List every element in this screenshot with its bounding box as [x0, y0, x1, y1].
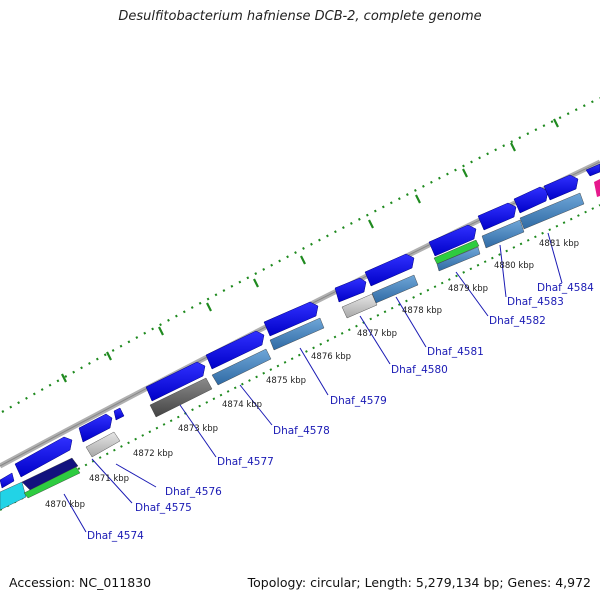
cds-light[interactable]: [341, 293, 378, 319]
cds-steel[interactable]: [519, 192, 585, 230]
outer-major-ticks: [61, 118, 559, 383]
cds-forward[interactable]: [513, 186, 549, 214]
gene-labels: Dhaf_4574 Dhaf_4575 Dhaf_4576 Dhaf_4577 …: [87, 282, 594, 542]
gene-label[interactable]: Dhaf_4582: [489, 315, 546, 327]
kbp-label: 4878 kbp: [402, 306, 442, 316]
gene-label[interactable]: Dhaf_4579: [330, 395, 387, 407]
cds-steel[interactable]: [211, 348, 272, 386]
cds-steel[interactable]: [269, 317, 325, 351]
kbp-label: 4880 kbp: [494, 261, 534, 271]
pink-feature[interactable]: [594, 179, 600, 197]
outer-tick-ring: [1, 97, 600, 413]
cds-steel[interactable]: [371, 274, 419, 304]
cds-forward[interactable]: [263, 301, 319, 337]
cds-gray[interactable]: [149, 377, 213, 418]
cds-forward[interactable]: [14, 436, 73, 478]
cds-forward[interactable]: [78, 413, 113, 443]
cds-light[interactable]: [85, 431, 121, 458]
cds-forward[interactable]: [364, 253, 415, 287]
gene-label[interactable]: Dhaf_4578: [273, 425, 330, 437]
cds-forward[interactable]: [113, 407, 125, 421]
kbp-label: 4875 kbp: [266, 376, 306, 386]
reverse-cds-track: [0, 192, 585, 511]
cds-green[interactable]: [23, 466, 81, 499]
gene-label[interactable]: Dhaf_4576: [165, 486, 222, 498]
kbp-label: 4879 kbp: [448, 284, 488, 294]
kbp-label: 4872 kbp: [133, 449, 173, 459]
gene-label[interactable]: Dhaf_4580: [391, 364, 448, 376]
gene-label[interactable]: Dhaf_4577: [217, 456, 274, 468]
kbp-label: 4876 kbp: [311, 352, 351, 362]
cds-green[interactable]: [433, 239, 480, 265]
kbp-label: 4871 kbp: [89, 474, 129, 484]
cds-forward[interactable]: [428, 224, 477, 257]
kbp-scale-labels: 4870 kbp 4871 kbp 4872 kbp 4873 kbp 4874…: [45, 239, 579, 510]
cds-forward[interactable]: [543, 174, 579, 201]
label-leaders: [63, 232, 563, 533]
kbp-label: 4874 kbp: [222, 400, 262, 410]
accession-text: Accession: NC_011830: [9, 575, 152, 590]
cds-forward[interactable]: [205, 330, 265, 370]
map-title: Desulfitobacterium hafniense DCB-2, comp…: [118, 9, 482, 24]
cds-forward[interactable]: [477, 202, 517, 231]
gene-label[interactable]: Dhaf_4575: [135, 502, 192, 514]
genome-summary-text: Topology: circular; Length: 5,279,134 bp…: [247, 575, 591, 590]
forward-cds-track: [0, 163, 600, 489]
cds-forward[interactable]: [334, 277, 367, 303]
cds-forward[interactable]: [0, 472, 15, 489]
kbp-label: 4881 kbp: [539, 239, 579, 249]
gene-label[interactable]: Dhaf_4581: [427, 346, 484, 358]
inner-tick-ring: [0, 204, 600, 511]
kbp-label: 4877 kbp: [357, 329, 397, 339]
cds-cyan[interactable]: [0, 481, 27, 511]
cds-forward[interactable]: [145, 361, 206, 402]
cds-forward[interactable]: [585, 163, 600, 177]
kbp-label: 4873 kbp: [178, 424, 218, 434]
cds-steel[interactable]: [436, 246, 481, 272]
gene-label[interactable]: Dhaf_4574: [87, 530, 144, 542]
cds-steel[interactable]: [481, 219, 525, 249]
gene-label[interactable]: Dhaf_4584: [537, 282, 594, 294]
kbp-label: 4870 kbp: [45, 500, 85, 510]
gene-label[interactable]: Dhaf_4583: [507, 296, 564, 308]
cds-navy[interactable]: [21, 457, 79, 491]
